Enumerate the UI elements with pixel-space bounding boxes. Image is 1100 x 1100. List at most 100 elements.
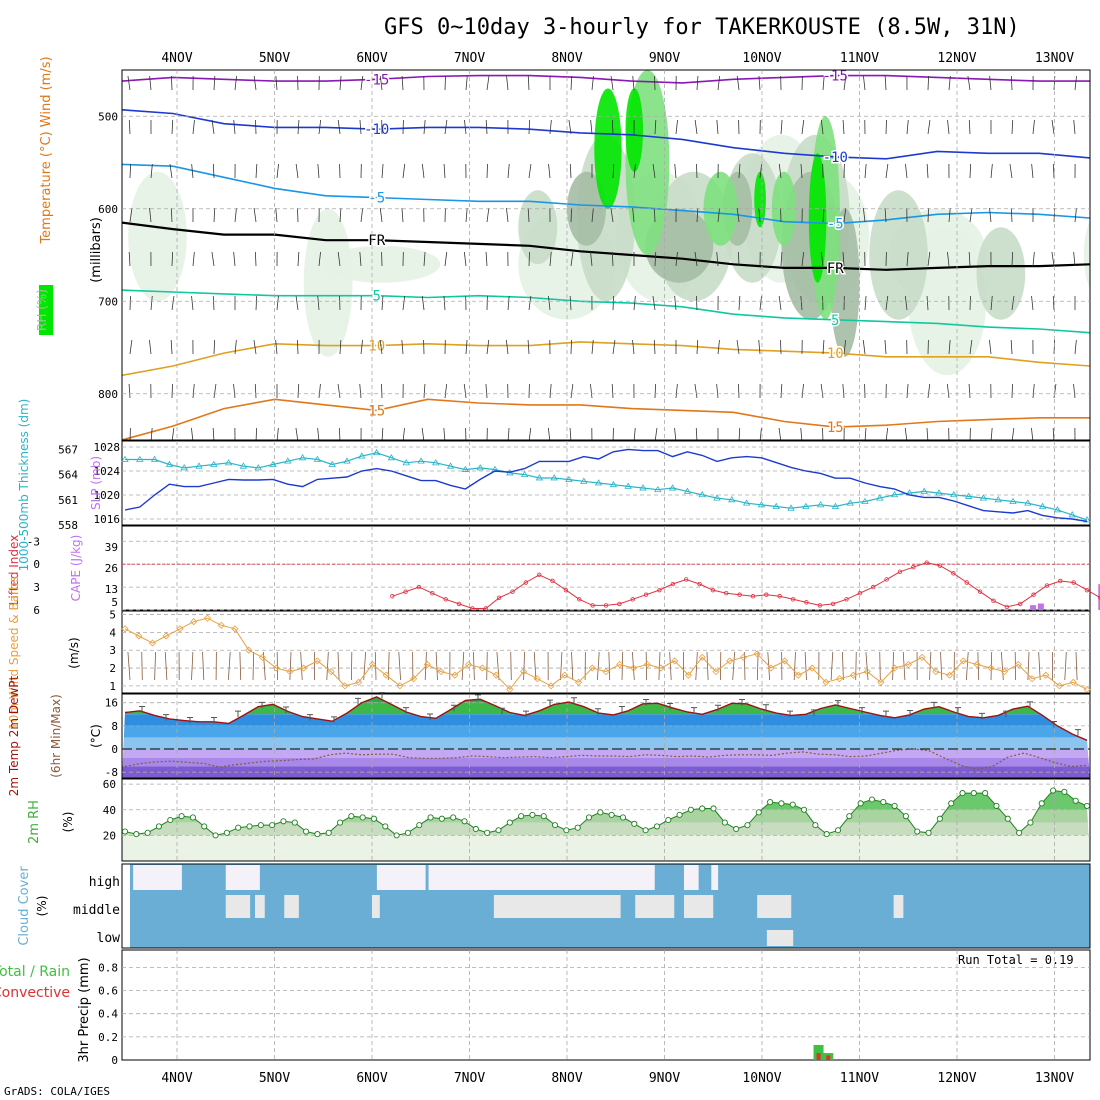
rh-marker (812, 822, 819, 829)
wind-barb (254, 383, 257, 399)
wind-barb-10m (695, 651, 698, 681)
date-label-top: 9NOV (649, 51, 680, 66)
wind-barb (1032, 383, 1035, 399)
upper-air-panel: -15 -15 -10 -10 -5 -5 FR FR 5 5 10 10 15 15 500 600 700 8… (35, 56, 1091, 441)
wind-marker (849, 671, 857, 679)
rh-marker (461, 818, 468, 825)
wind-barb (780, 251, 783, 267)
wind-barb (695, 295, 698, 311)
wind-barb (611, 119, 614, 135)
wind-barb (213, 339, 216, 355)
wind-barb (675, 251, 678, 267)
wind-barb (549, 119, 552, 135)
wind-barb (423, 251, 426, 267)
wind-barb (822, 339, 825, 355)
thickness-marker (861, 497, 869, 504)
rh-marker (755, 809, 762, 816)
wind-barb (989, 75, 992, 91)
wind-barb-10m (1038, 651, 1041, 681)
wind-barb (652, 163, 656, 179)
date-axis-bottom: 4NOV 5NOV 6NOV 7NOV 8NOV 9NOV 10NOV 11NOV 12NOV 1… (161, 1071, 1074, 1086)
cloud-gap (284, 895, 299, 918)
wind-barb (948, 207, 951, 223)
precip-panel: 0 0.2 0.4 0.6 0.8 Total / Rain Convective 3hr P… (0, 949, 1091, 1067)
wind-barb (464, 119, 467, 135)
wind-barb (507, 295, 510, 311)
li-marker (1084, 587, 1090, 593)
thickness-tick: 561 (58, 494, 78, 507)
li-marker (724, 591, 729, 596)
wind-barb (1032, 251, 1035, 267)
wind-barb (591, 75, 594, 91)
wind-barb (610, 207, 614, 223)
li-marker (817, 603, 822, 608)
temp-contour-label: -15 (364, 72, 389, 88)
rh-region-light (908, 227, 987, 376)
wind-barb (904, 295, 908, 311)
cloud-units: (%) (35, 896, 49, 917)
wind-marker (148, 639, 157, 647)
wind-barb-10m (289, 651, 292, 681)
wind-barb (1051, 251, 1055, 267)
cape-tick: 5 (111, 596, 118, 609)
wind-barb (801, 383, 804, 399)
wind-barb (402, 295, 406, 311)
temp-contour-label: 5 (373, 289, 381, 305)
wind-barb (276, 163, 279, 179)
upper-body: -15 -15 -10 -10 -5 -5 FR FR 5 5 10 10 15 15 (122, 70, 1090, 440)
rh-marker (450, 814, 457, 821)
wind-barb-10m (435, 651, 438, 681)
wind-barb-10m (164, 651, 168, 681)
wind-barb (465, 207, 468, 223)
lifted-index-cape-panel: -3 0 3 6 513 26 39 Lifted Index CAPE (J/kg) (7, 525, 1100, 617)
rh-marker (653, 823, 660, 830)
wind-barb-10m (461, 651, 465, 681)
wind-barb (843, 339, 847, 355)
precip-tick: 0.8 (98, 961, 118, 974)
minmax-marker (307, 714, 313, 721)
minmax-marker (331, 716, 337, 723)
wind-barb (297, 119, 300, 135)
wind-barb (527, 207, 530, 223)
rh-marker (948, 800, 955, 807)
li-marker (844, 597, 849, 602)
wind-marker (891, 664, 899, 672)
minmax-marker (283, 706, 289, 714)
li-marker (483, 606, 488, 611)
slp-line (124, 448, 1088, 523)
wind-barb (968, 119, 971, 135)
rh-marker (552, 822, 559, 829)
wind-barb-10m (141, 651, 143, 681)
wind-marker (739, 653, 747, 661)
cloud-gap (757, 895, 792, 918)
wind-barb (612, 295, 615, 311)
minmax-marker (667, 703, 673, 710)
rh-band (122, 835, 1090, 861)
wind-barb-10m (793, 651, 796, 681)
date-label-bottom: 6NOV (356, 1071, 387, 1086)
wind-barb (171, 119, 174, 135)
wind-barb (906, 251, 909, 267)
cloud-ylabel: Cloud Cover (17, 866, 32, 946)
thickness-marker (1038, 502, 1047, 509)
wind-barb (337, 251, 341, 267)
wind-marker (588, 664, 596, 672)
wind-marker (368, 660, 376, 669)
wind-barb (610, 75, 614, 91)
wind-marker (382, 671, 390, 679)
wind-barb (758, 339, 761, 355)
wind-barb (233, 119, 236, 135)
wind-barb (212, 163, 215, 179)
wind-barb (213, 75, 216, 91)
wind-barb-10m (337, 651, 340, 681)
rh-marker (744, 822, 751, 829)
temp-band (122, 757, 1090, 767)
thickness-marker (387, 454, 396, 461)
wind-barb (254, 251, 257, 267)
temp-tick: 0 (111, 743, 118, 756)
wind-marker (698, 653, 706, 661)
wind-barb (192, 251, 195, 267)
wind-barb (652, 295, 656, 311)
wind-barb (549, 383, 552, 399)
wind-barb (822, 75, 825, 91)
